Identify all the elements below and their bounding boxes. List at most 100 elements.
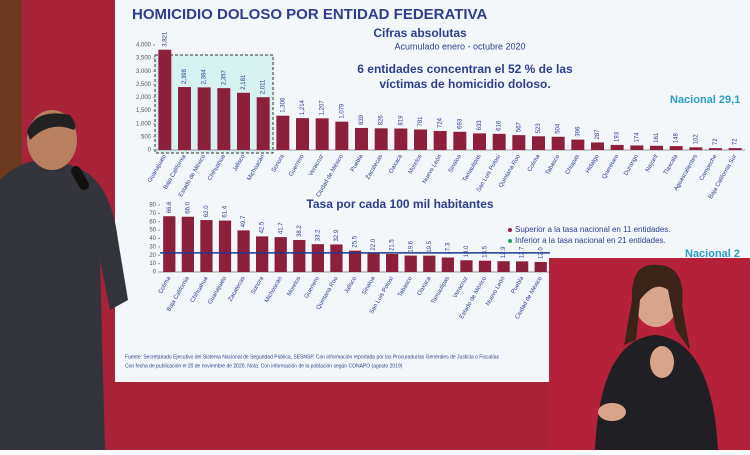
bar [460, 260, 473, 272]
y-tick-label: 80 [149, 203, 156, 209]
bar [386, 253, 399, 272]
value-label: 2,181 [241, 74, 247, 90]
bar [689, 147, 703, 150]
interpreter-hair [624, 264, 690, 350]
bar [532, 136, 545, 150]
headline: víctimas de homicidio doloso. [379, 77, 550, 91]
chart-subtitle: Acumulado enero - octubre 2020 [394, 41, 525, 51]
value-label: 781 [418, 116, 424, 127]
bar [181, 216, 194, 272]
footnote: Con fecha de publicación el 20 de noviem… [125, 363, 403, 369]
y-tick-label: 20 [149, 253, 156, 259]
bar [591, 142, 604, 150]
presenter-hair [27, 113, 76, 140]
bar [492, 133, 506, 150]
value-label: 25.5 [353, 235, 359, 247]
value-label: 616 [497, 120, 503, 131]
value-label: 1,306 [280, 97, 286, 113]
bar [355, 127, 368, 150]
value-label: 161 [654, 132, 660, 143]
value-label: 504 [556, 123, 562, 134]
bar [394, 128, 408, 150]
y-tick-label: 70 [149, 211, 156, 217]
value-label: 523 [536, 123, 542, 134]
bar [311, 244, 324, 272]
bar [534, 261, 547, 272]
legend-text: Inferior a la tasa nacional en 21 entida… [515, 236, 666, 245]
presenter [0, 110, 128, 450]
national-label: Nacional 2 [685, 248, 740, 260]
bar [433, 130, 447, 150]
value-label: 819 [398, 115, 404, 126]
value-label: 2,398 [182, 68, 188, 84]
microphone [71, 166, 89, 190]
bar [237, 230, 250, 272]
value-label: 61.4 [223, 205, 229, 217]
value-label: 41.7 [278, 222, 284, 234]
value-label: 49.7 [241, 215, 247, 227]
bar [178, 87, 191, 150]
hand [650, 346, 674, 378]
bar [728, 148, 742, 150]
y-tick-label: 10 [149, 261, 156, 267]
y-tick-label: 3,500 [136, 56, 152, 62]
bar [256, 236, 269, 272]
value-label: 72 [733, 138, 739, 145]
y-tick-label: 1,000 [136, 121, 152, 127]
national-label: Nacional 29,1 [670, 94, 740, 106]
y-tick-label: 3,000 [136, 69, 152, 75]
y-tick-label: 40 [149, 236, 156, 242]
value-label: 693 [457, 118, 463, 129]
bar [516, 261, 529, 272]
y-tick-label: 2,000 [136, 95, 152, 101]
y-tick-label: 0 [153, 270, 157, 276]
bar [512, 135, 526, 150]
presenter-body [0, 160, 128, 450]
value-label: 21.5 [390, 239, 396, 251]
value-label: 2,011 [261, 79, 267, 94]
highlight-box [154, 54, 274, 154]
y-tick-label: 2,500 [136, 82, 152, 88]
value-label: 567 [516, 121, 522, 132]
bar [630, 145, 644, 150]
value-label: 1,207 [320, 100, 326, 116]
value-label: 724 [438, 117, 444, 128]
value-label: 839 [359, 114, 365, 125]
value-label: 72 [713, 138, 719, 145]
value-label: 1,214 [300, 99, 306, 115]
value-label: 22.0 [371, 238, 377, 250]
bar [348, 250, 362, 272]
y-tick-label: 30 [149, 244, 156, 250]
bar [423, 255, 436, 272]
slide-title: HOMICIDIO DOLOSO POR ENTIDAD FEDERATIVA [132, 6, 487, 23]
legend-dot [508, 239, 512, 243]
bar [610, 144, 624, 150]
bar [276, 115, 290, 150]
bar [709, 148, 722, 150]
bar [404, 255, 417, 272]
bar [218, 220, 232, 272]
bar [414, 129, 427, 150]
value-label: 1,079 [339, 103, 345, 119]
headline: 6 entidades concentran el 52 % de las [357, 62, 573, 76]
bar [367, 253, 380, 272]
y-tick-label: 50 [149, 228, 156, 234]
value-label: 396 [575, 126, 581, 137]
value-label: 287 [595, 129, 601, 140]
hand [598, 403, 626, 421]
bar [274, 237, 287, 272]
bar [551, 136, 565, 150]
bar [374, 128, 388, 150]
bar [497, 261, 510, 272]
bar [315, 118, 329, 150]
value-label: 174 [634, 132, 640, 143]
bar [163, 216, 176, 272]
bar [441, 257, 454, 272]
value-label: 38.2 [297, 225, 303, 237]
interpreter-inset [549, 258, 750, 450]
value-label: 66.6 [167, 201, 173, 213]
bar [335, 121, 349, 150]
y-tick-label: 4,000 [136, 43, 152, 49]
bar [478, 260, 492, 272]
